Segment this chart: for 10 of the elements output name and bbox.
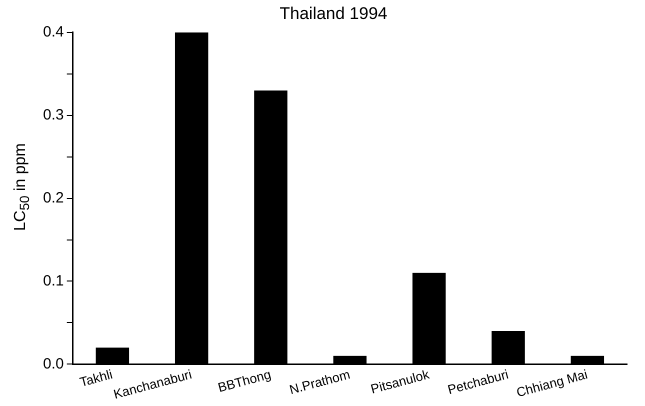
y-tick-label: 0.2 bbox=[42, 189, 64, 206]
y-tick-label: 0.1 bbox=[42, 272, 64, 290]
y-tick-label: 0.3 bbox=[42, 106, 64, 124]
y-tick-label: 0.0 bbox=[42, 355, 64, 372]
y-tick-label: 0.4 bbox=[42, 24, 64, 41]
x-tick-label: Takhli bbox=[78, 366, 114, 390]
x-tick-label: N.Prathom bbox=[288, 366, 352, 398]
chart-title: Thailand 1994 bbox=[280, 4, 388, 23]
x-tick-label: BBThong bbox=[216, 366, 272, 396]
x-tick-label: Chhiang Mai bbox=[514, 366, 590, 400]
